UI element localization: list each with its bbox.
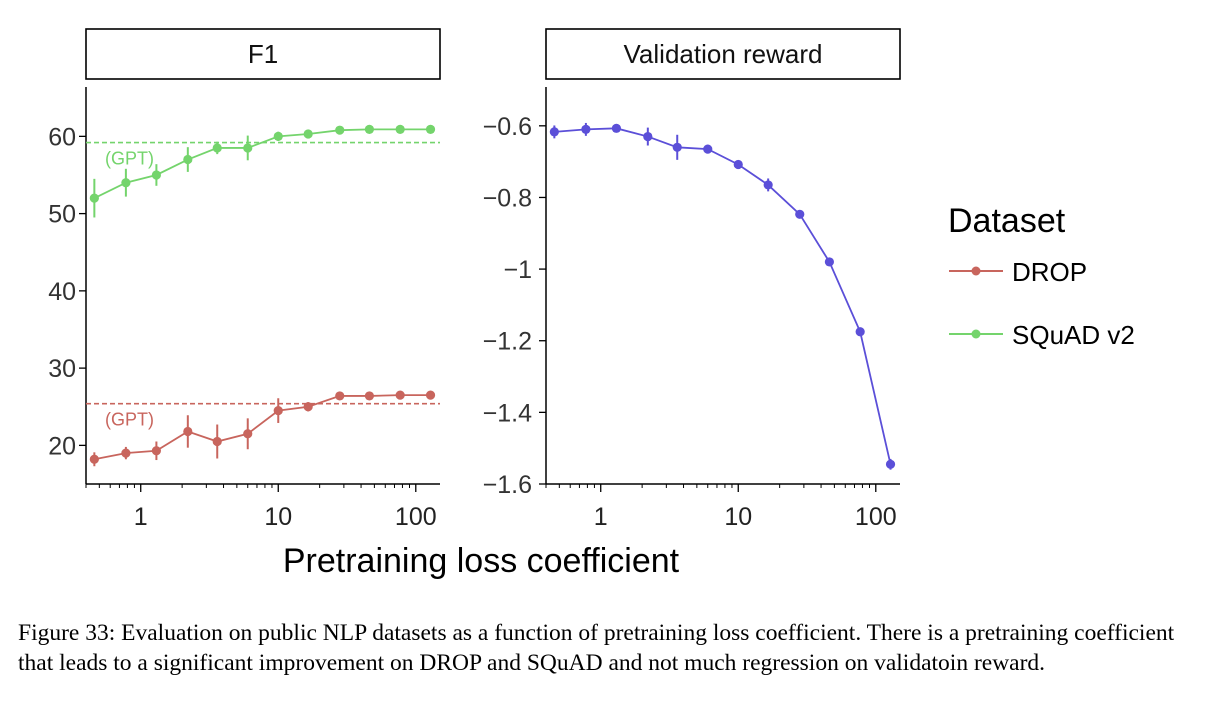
y-tick-label: 30 [48,355,76,383]
data-point-squad-v2 [183,154,193,165]
data-point-validation-reward [581,124,591,134]
data-point-squad-v2 [212,143,222,153]
data-point-validation-reward [733,159,743,170]
data-point-squad-v2 [303,129,313,139]
validation-reward-title: Validation reward [624,39,823,69]
figure: F1 20 30 40 50 60 1 10 100 (GPT) (GPT) Validation… [48,28,1135,580]
data-point-drop [395,390,405,400]
data-point-drop [243,429,253,439]
data-point-validation-reward [885,459,896,469]
data-point-squad-v2 [425,124,436,134]
data-point-validation-reward [611,123,621,133]
data-point-squad-v2 [364,124,375,134]
data-point-drop [425,390,436,400]
legend-item-squad: SQuAD v2 [949,320,1135,350]
x-tick-label: 100 [395,503,437,531]
validation-reward-title-strip [545,28,901,80]
data-point-drop [183,426,193,437]
reference-label-drop: (GPT) [105,410,154,430]
data-point-drop [151,446,161,456]
data-point-drop [121,448,131,458]
f1-panel: F1 20 30 40 50 60 1 10 100 (GPT) (GPT) [48,28,441,531]
data-point-squad-v2 [273,131,283,141]
series-line-drop [94,394,431,461]
data-point-squad-v2 [89,193,99,203]
legend-item-drop: DROP [949,257,1087,287]
y-tick-label: −0.8 [483,184,532,212]
y-tick-label: 20 [48,432,76,460]
x-tick-label: 100 [855,503,897,531]
validation-reward-panel: Validation reward −1.6 −1.4 −1.2 −1 −0.8 −0.6… [483,28,901,531]
f1-title-strip [85,28,441,80]
validation-reward-plot-area: −1.6 −1.4 −1.2 −1 −0.8 −0.6 1 10 100 [483,87,900,531]
figure-caption: Figure 33: Evaluation on public NLP data… [18,620,1175,676]
data-point-squad-v2 [243,143,253,153]
series-line-squad-v2 [93,128,431,199]
data-point-squad-v2 [395,124,405,134]
x-tick-label: 10 [264,503,292,531]
data-point-squad-v2 [335,125,345,135]
y-tick-label: −1.4 [483,399,532,427]
x-axis-label: Pretraining loss coefficient [283,542,680,580]
legend-marker-drop [971,266,981,276]
data-point-drop [364,391,375,401]
x-tick-label: 10 [724,503,752,531]
y-tick-label: 40 [48,278,76,306]
data-point-validation-reward [703,144,713,154]
legend-title: Dataset [948,202,1066,240]
data-point-validation-reward [763,180,773,190]
y-tick-label: 50 [48,201,76,229]
data-point-drop [273,406,283,416]
data-point-drop [212,436,222,447]
f1-plot-area: 20 30 40 50 60 1 10 100 (GPT) (GPT) [48,87,440,531]
y-tick-label: 60 [48,123,76,151]
data-point-drop [89,454,99,464]
y-tick-label: −1.2 [483,328,532,356]
series-line-validation-reward [554,127,892,465]
data-point-drop [303,402,313,412]
legend-label-drop: DROP [1012,257,1087,287]
data-point-squad-v2 [121,178,131,188]
data-point-validation-reward [795,209,805,219]
x-tick-label: 1 [594,503,608,531]
data-point-squad-v2 [151,170,161,180]
data-point-validation-reward [672,142,682,152]
y-tick-label: −1 [503,256,532,284]
y-tick-label: −0.6 [483,113,532,141]
data-point-validation-reward [824,257,835,267]
legend-label-squad: SQuAD v2 [1012,320,1135,350]
y-tick-label: −1.6 [483,471,532,499]
data-point-validation-reward [855,327,865,337]
data-point-validation-reward [549,127,559,137]
reference-label-squad-v2: (GPT) [105,149,154,169]
x-tick-label: 1 [134,503,148,531]
data-point-validation-reward [643,131,653,142]
data-point-drop [335,391,345,401]
legend: Dataset DROP SQuAD v2 [948,202,1135,350]
f1-title: F1 [248,39,278,69]
legend-marker-squad [971,329,981,339]
